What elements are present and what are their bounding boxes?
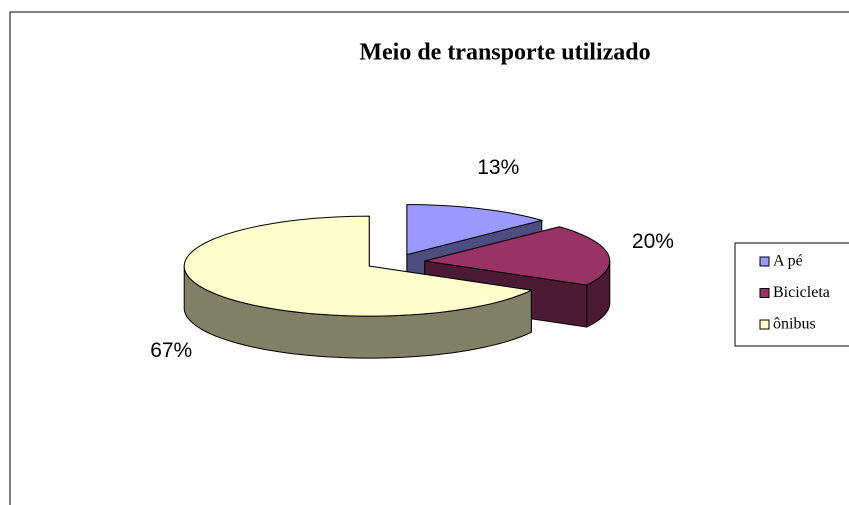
legend-swatch — [759, 288, 770, 298]
slice — [424, 226, 611, 286]
legend-label: ônibus — [773, 316, 816, 333]
legend-label: A pé — [773, 253, 803, 270]
legend-box — [734, 242, 849, 347]
legend-swatch — [759, 256, 770, 267]
slice — [183, 215, 533, 317]
pie — [183, 204, 611, 359]
slice — [406, 204, 544, 256]
data-label: 20% — [632, 230, 674, 253]
data-label: 13% — [477, 156, 519, 179]
data-label: 67% — [150, 339, 192, 362]
chart-title: Meio de transporte utilizado — [359, 40, 650, 66]
legend-swatch — [759, 319, 770, 330]
legend-label: Bicicleta — [773, 284, 830, 301]
